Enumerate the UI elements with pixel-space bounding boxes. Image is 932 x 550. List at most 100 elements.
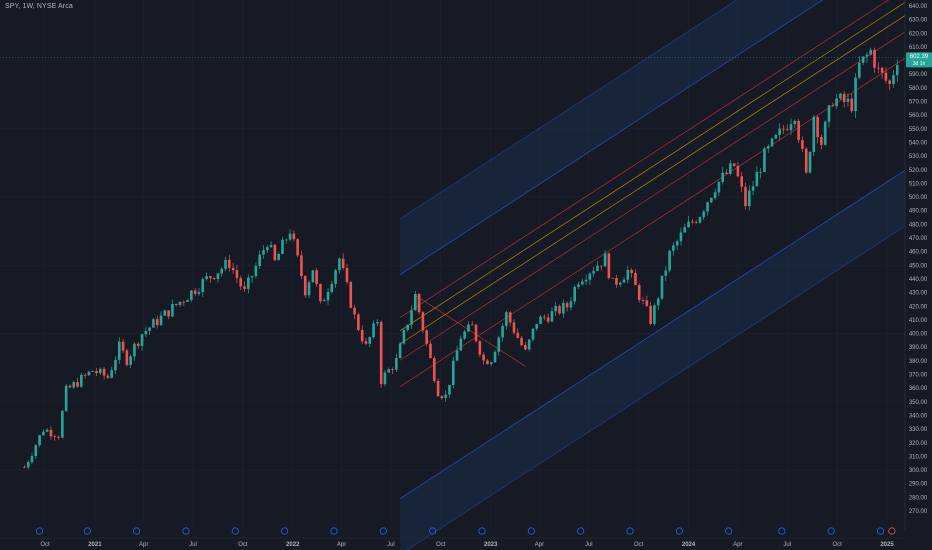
- candle-body[interactable]: [839, 93, 842, 99]
- candle-body[interactable]: [505, 312, 508, 326]
- fib-channel[interactable]: [399, 0, 906, 550]
- dividend-marker-icon[interactable]: [876, 527, 885, 535]
- candle-body[interactable]: [220, 268, 224, 274]
- candle-body[interactable]: [508, 312, 512, 323]
- candle-body[interactable]: [250, 276, 254, 278]
- candle-body[interactable]: [649, 305, 652, 324]
- candle-body[interactable]: [338, 258, 341, 271]
- candle-body[interactable]: [258, 254, 262, 266]
- candle-body[interactable]: [531, 328, 535, 340]
- candle-body[interactable]: [725, 172, 728, 174]
- candle-body[interactable]: [729, 163, 732, 174]
- candle-body[interactable]: [854, 77, 857, 112]
- candle-body[interactable]: [224, 259, 227, 269]
- candle-body[interactable]: [360, 329, 364, 342]
- candle-body[interactable]: [167, 310, 170, 317]
- candle-body[interactable]: [736, 165, 740, 177]
- candle-body[interactable]: [618, 282, 622, 285]
- candle-body[interactable]: [410, 310, 413, 325]
- candle-body[interactable]: [797, 120, 800, 141]
- candle-body[interactable]: [159, 315, 163, 326]
- candle-body[interactable]: [398, 343, 402, 358]
- candle-body[interactable]: [99, 368, 102, 374]
- candle-body[interactable]: [873, 49, 876, 68]
- candle-body[interactable]: [626, 269, 630, 280]
- candle-body[interactable]: [804, 148, 808, 173]
- candle-body[interactable]: [808, 151, 812, 173]
- symbol-header[interactable]: SPY, 1W, NYSE Arca: [5, 3, 73, 10]
- candle-body[interactable]: [489, 362, 493, 365]
- fib-level-line[interactable]: [399, 0, 905, 318]
- candle-body[interactable]: [330, 283, 334, 293]
- fib-level-line[interactable]: [399, 0, 905, 220]
- candle-body[interactable]: [778, 128, 781, 135]
- candle-body[interactable]: [334, 270, 337, 284]
- candle-body[interactable]: [144, 330, 148, 335]
- candle-body[interactable]: [228, 259, 231, 268]
- candle-body[interactable]: [896, 65, 899, 76]
- candle-body[interactable]: [201, 279, 205, 292]
- candle-body[interactable]: [713, 192, 717, 198]
- candle-body[interactable]: [300, 255, 303, 276]
- candle-body[interactable]: [543, 316, 546, 318]
- candle-body[interactable]: [546, 317, 550, 322]
- candle-body[interactable]: [569, 301, 573, 308]
- candle-body[interactable]: [524, 345, 527, 350]
- dividend-marker-icon[interactable]: [675, 527, 683, 535]
- candle-body[interactable]: [634, 273, 637, 286]
- candle-body[interactable]: [322, 300, 326, 302]
- candle-body[interactable]: [588, 273, 592, 280]
- candle-body[interactable]: [470, 324, 474, 326]
- candle-body[interactable]: [76, 382, 79, 387]
- candle-body[interactable]: [106, 375, 110, 378]
- candle-body[interactable]: [668, 250, 671, 271]
- candle-body[interactable]: [675, 241, 679, 246]
- candle-body[interactable]: [816, 116, 819, 138]
- candle-body[interactable]: [520, 337, 523, 346]
- candle-body[interactable]: [421, 312, 425, 331]
- candle-body[interactable]: [432, 358, 436, 381]
- candle-body[interactable]: [178, 301, 182, 305]
- candle-body[interactable]: [80, 374, 83, 387]
- candle-body[interactable]: [440, 396, 444, 399]
- candle-body[interactable]: [197, 291, 201, 294]
- candle-body[interactable]: [554, 306, 558, 312]
- candle-body[interactable]: [827, 105, 831, 122]
- candle-body[interactable]: [152, 319, 155, 328]
- earnings-marker-icon[interactable]: [888, 527, 896, 535]
- candle-body[interactable]: [482, 354, 485, 361]
- candle-body[interactable]: [451, 360, 455, 385]
- candle-body[interactable]: [376, 321, 379, 324]
- dividend-marker-icon[interactable]: [231, 527, 239, 535]
- candle-body[interactable]: [755, 172, 759, 187]
- candle-body[interactable]: [702, 211, 706, 218]
- dividend-marker-icon[interactable]: [626, 527, 634, 535]
- dividend-marker-icon[interactable]: [577, 527, 585, 535]
- candle-body[interactable]: [512, 322, 516, 333]
- candle-body[interactable]: [592, 270, 595, 274]
- candle-body[interactable]: [615, 277, 618, 285]
- candle-body[interactable]: [660, 275, 664, 299]
- candlestick-series[interactable]: [23, 47, 899, 470]
- candle-body[interactable]: [163, 310, 167, 316]
- candle-body[interactable]: [49, 429, 53, 437]
- candle-body[interactable]: [789, 124, 793, 131]
- candle-body[interactable]: [64, 385, 68, 411]
- candle-body[interactable]: [486, 360, 489, 365]
- candle-body[interactable]: [38, 435, 41, 446]
- candle-body[interactable]: [243, 286, 246, 289]
- candle-body[interactable]: [892, 75, 895, 85]
- candle-body[interactable]: [345, 268, 349, 283]
- candle-body[interactable]: [759, 172, 762, 173]
- candle-body[interactable]: [307, 282, 311, 296]
- dividend-marker-icon[interactable]: [182, 527, 190, 535]
- dividend-marker-icon[interactable]: [281, 527, 289, 535]
- candle-body[interactable]: [148, 327, 151, 331]
- candle-body[interactable]: [687, 221, 690, 228]
- candle-body[interactable]: [858, 62, 861, 78]
- candle-body[interactable]: [216, 273, 220, 280]
- candle-body[interactable]: [884, 72, 888, 81]
- candle-body[interactable]: [288, 233, 292, 240]
- candle-body[interactable]: [656, 298, 660, 306]
- candle-body[interactable]: [364, 341, 368, 344]
